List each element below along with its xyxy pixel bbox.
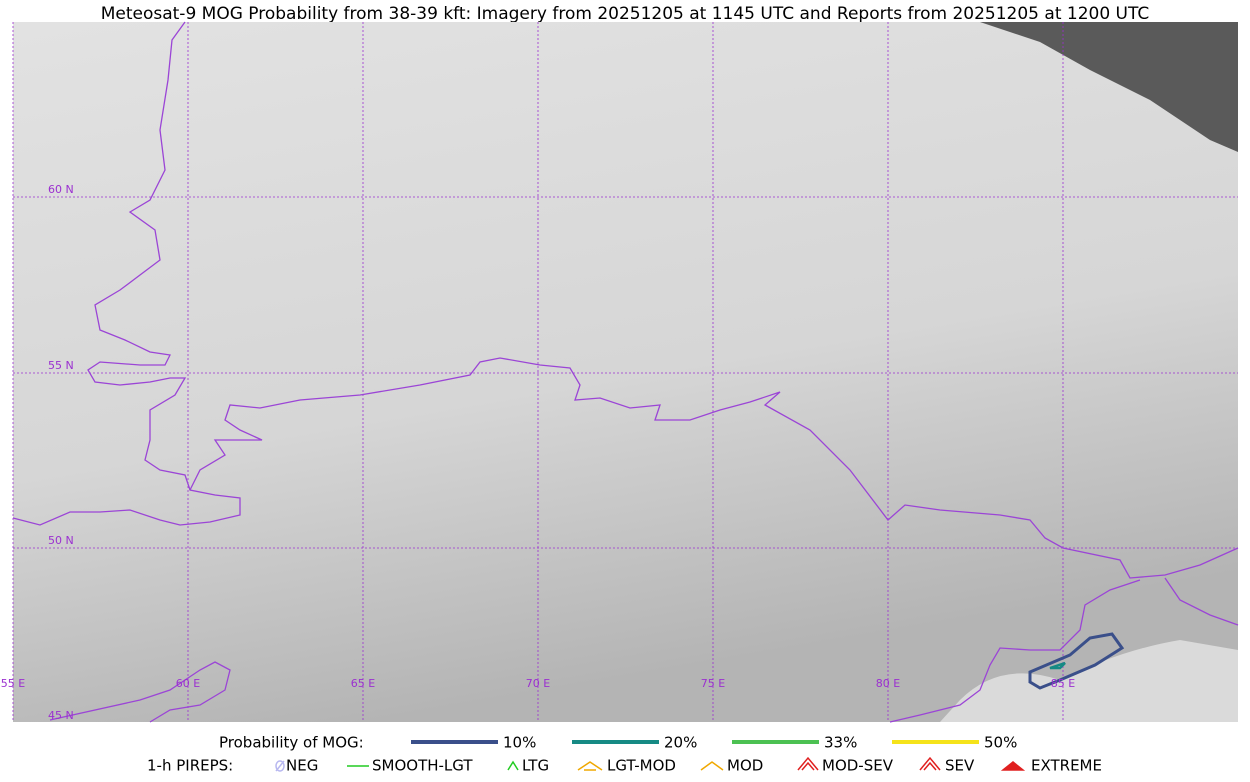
lat-label: 55 N [48, 359, 74, 372]
legend-label: MOD-SEV [822, 757, 894, 775]
pirep-icon [919, 756, 941, 771]
lon-label: 65 E [351, 677, 375, 690]
legend-label: SMOOTH-LGT [372, 757, 473, 775]
lon-label: 70 E [526, 677, 550, 690]
legend-label: 20% [664, 734, 697, 752]
pirep-icon [275, 760, 285, 772]
legend: Probability of MOG: 1-h PIREPS: 10% 20% 33… [147, 734, 1102, 775]
pirep-icon [577, 761, 603, 771]
grid [12, 22, 1238, 722]
pirep-icon [1000, 761, 1026, 771]
legend-label: MOD [727, 757, 763, 775]
contour-20 [1049, 661, 1066, 670]
pirep-icon [700, 761, 724, 771]
legend-title: Probability of MOG: [219, 734, 364, 752]
lat-label: 60 N [48, 183, 74, 196]
lon-label: 80 E [876, 677, 900, 690]
legend-label: 33% [824, 734, 857, 752]
satellite-image [13, 22, 1238, 722]
lat-label: 50 N [48, 534, 74, 547]
bright-cloud [940, 640, 1238, 722]
legend-label: LGT-MOD [607, 757, 676, 775]
pirep-icon [507, 760, 519, 771]
lon-label: 60 E [176, 677, 200, 690]
map: 60 N 55 N 50 N 45 N 55 E 60 E 65 E 70 E … [1, 21, 1239, 723]
legend-label: SEV [945, 757, 975, 775]
lon-label: 85 E [1051, 677, 1075, 690]
lon-label: 55 E [1, 677, 25, 690]
lon-label: 75 E [701, 677, 725, 690]
legend-label: 50% [984, 734, 1017, 752]
legend-label: EXTREME [1031, 757, 1102, 775]
legend-title: 1-h PIREPS: [147, 757, 233, 775]
geo-labels: 60 N 55 N 50 N 45 N 55 E 60 E 65 E 70 E … [1, 183, 1075, 722]
borders [12, 21, 1239, 723]
legend-label: NEG [286, 757, 318, 775]
pirep-icon [797, 756, 819, 771]
contour-10 [1028, 632, 1125, 690]
legend-label: 10% [503, 734, 536, 752]
lat-label: 45 N [48, 709, 74, 722]
legend-label: LTG [522, 757, 549, 775]
title: Meteosat-9 MOG Probability from 38-39 kf… [101, 4, 1150, 24]
no-data-region [980, 22, 1238, 152]
